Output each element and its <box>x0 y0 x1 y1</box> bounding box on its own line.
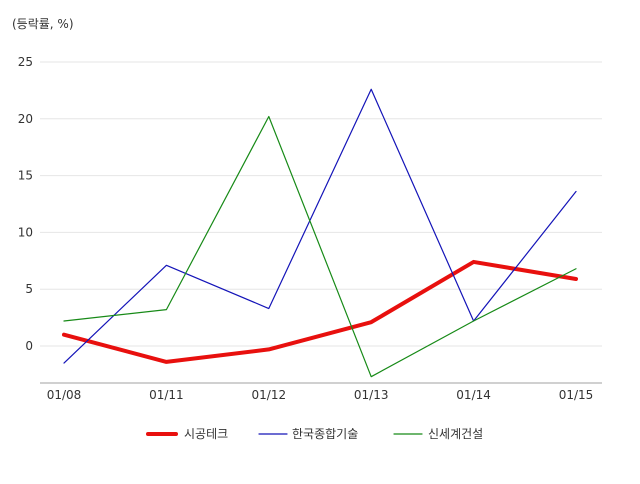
series-line-3 <box>63 115 577 378</box>
y-tick-label: 20 <box>18 112 33 126</box>
series-line-2 <box>63 88 577 364</box>
y-axis: 0 5 10 15 20 25 <box>18 55 33 353</box>
grid-lines <box>40 61 602 347</box>
legend-label: 시공테크 <box>184 427 228 441</box>
x-tick-label: 01/12 <box>252 388 287 402</box>
x-tick-label: 01/14 <box>456 388 491 402</box>
x-tick-label: 01/08 <box>47 388 82 402</box>
unit-label: (등락률, %) <box>12 17 74 31</box>
legend-label: 한국종합기술 <box>292 427 358 441</box>
legend-label: 신세계건설 <box>428 427 483 441</box>
y-tick-label: 10 <box>18 225 33 239</box>
y-tick-label: 5 <box>25 282 33 296</box>
legend: 시공테크 한국종합기술 신세계건설 <box>146 427 483 441</box>
x-tick-label: 01/13 <box>354 388 389 402</box>
x-axis: 01/08 01/11 01/12 01/13 01/14 01/15 <box>40 382 602 402</box>
x-tick-label: 01/15 <box>559 388 594 402</box>
x-tick-label: 01/11 <box>149 388 184 402</box>
series-lines <box>62 88 578 378</box>
y-tick-label: 25 <box>18 55 33 69</box>
y-tick-label: 15 <box>18 169 33 183</box>
series-line-1 <box>62 259 578 364</box>
y-tick-label: 0 <box>25 339 33 353</box>
